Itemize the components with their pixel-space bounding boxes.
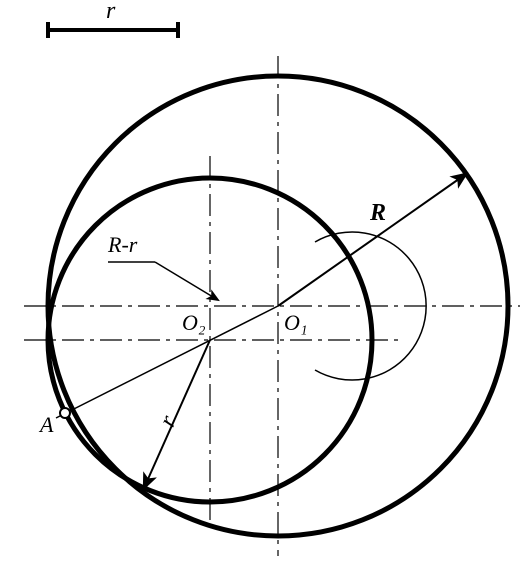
label-a: A [40, 412, 53, 438]
line-o1-a [56, 306, 278, 418]
radius-r-large [278, 174, 466, 306]
label-o2: O₂ [182, 310, 206, 336]
inner-center-axes [24, 156, 400, 520]
scale-bar-label: r [106, 0, 115, 25]
label-r-large: R [370, 200, 386, 227]
label-o1: O₁ [284, 310, 308, 336]
geometry-diagram [0, 0, 527, 566]
label-r-minus-r: R-r [108, 232, 137, 258]
distance-leader [155, 262, 218, 300]
radius-r-small [144, 340, 210, 488]
point-a-marker [60, 408, 70, 418]
outer-center-axes [24, 56, 520, 556]
